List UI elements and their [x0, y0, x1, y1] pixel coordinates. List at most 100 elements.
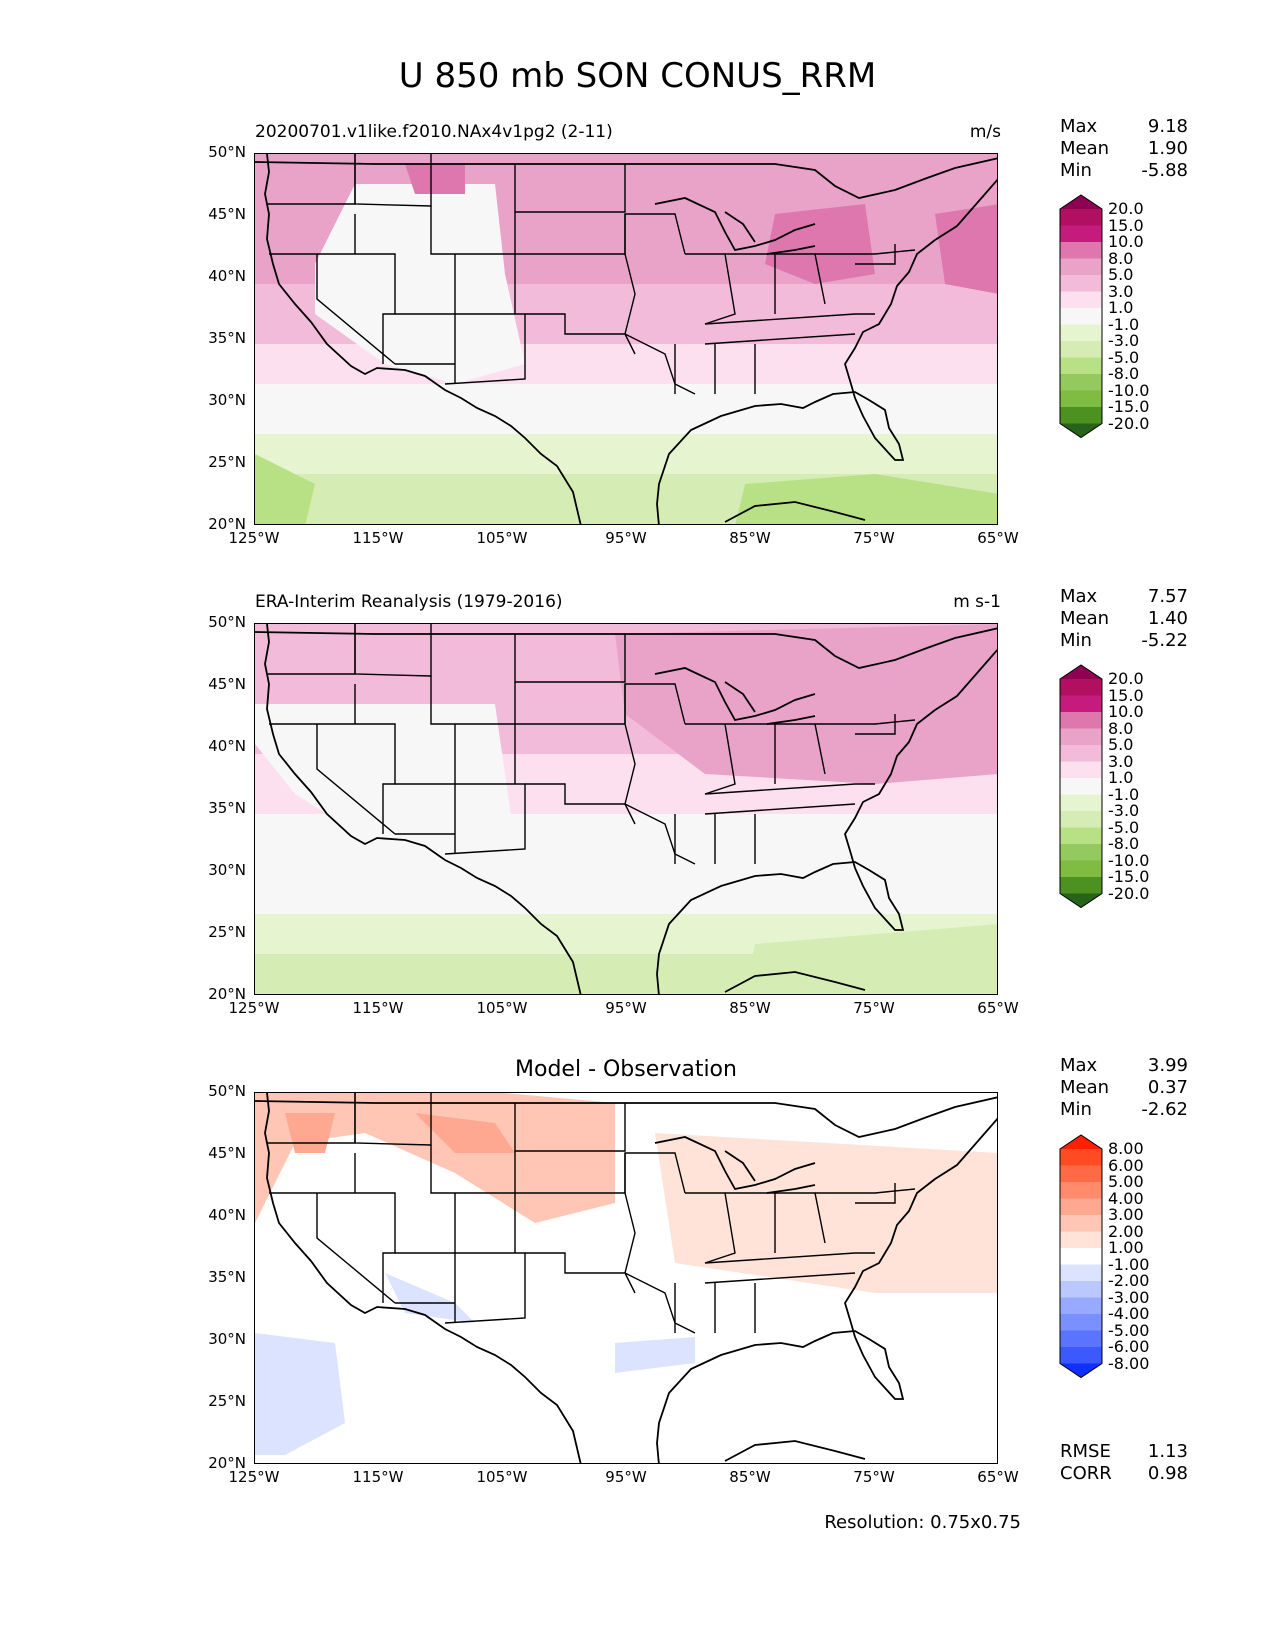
colorbar-segment	[1060, 728, 1102, 746]
coastline	[654, 197, 816, 255]
colorbar-segment	[1060, 695, 1102, 713]
colorbar-segment	[1060, 209, 1102, 226]
colorbar-segment	[1060, 1314, 1102, 1331]
contour-region	[745, 924, 997, 994]
state-border	[704, 313, 875, 325]
contour-band	[255, 384, 997, 434]
colorbar-extend-top	[1060, 665, 1102, 679]
colorbar-tick-label: 10.0	[1108, 232, 1144, 251]
lat-tick-label: 35°N	[208, 799, 246, 817]
colorbar-segment	[1060, 745, 1102, 762]
cuba-coastline	[724, 501, 866, 523]
contour-band	[255, 434, 997, 474]
figure-title: U 850 mb SON CONUS_RRM	[398, 56, 877, 96]
colorbar-tick-label: 15.0	[1108, 215, 1144, 235]
state-border	[685, 723, 736, 795]
colorbar-segment	[1060, 1281, 1102, 1298]
colorbar-tick-label: 3.0	[1108, 751, 1134, 771]
lat-tick-label: 45°N	[208, 1144, 246, 1162]
lat-tick-label: 30°N	[208, 391, 246, 409]
map-boundaries	[255, 154, 997, 524]
colorbar-segment	[1060, 827, 1102, 845]
lon-tick-label: 65°W	[977, 529, 1019, 547]
colorbar-tick-label: -5.0	[1108, 817, 1140, 837]
lat-tick-label: 30°N	[208, 1330, 246, 1348]
coastline	[844, 1117, 997, 1338]
panel1-stats: Max 9.18 Mean 1.90 Min -5.88	[1060, 116, 1188, 181]
coastline	[264, 624, 582, 994]
map-canvas	[255, 154, 997, 524]
state-border	[855, 244, 896, 265]
state-border	[514, 164, 626, 213]
contour-region	[255, 1333, 345, 1455]
coastline	[844, 648, 997, 869]
colorbar-outline	[1059, 1134, 1103, 1379]
panel1-units: m/s	[969, 122, 1001, 142]
lat-tick-label: 45°N	[208, 675, 246, 693]
coastline	[654, 667, 816, 725]
state-border	[704, 1252, 875, 1264]
lat-tick-label: 25°N	[208, 453, 246, 471]
contour-region	[615, 624, 997, 784]
lon-tick-label: 105°W	[476, 999, 528, 1017]
panel1-left-title: 20200701.v1like.f2010.NAx4v1pg2 (2-11)	[255, 122, 613, 142]
colorbar-tick-label: 3.00	[1108, 1205, 1144, 1224]
colorbar-segment	[1060, 860, 1102, 878]
state-border	[815, 719, 916, 725]
resolution-label: Resolution: 0.75x0.75	[824, 1512, 1021, 1533]
state-border	[514, 1103, 626, 1152]
lat-tick-label: 35°N	[208, 1268, 246, 1286]
colorbar-tick-label: 20.0	[1108, 669, 1144, 688]
colorbar-segment	[1060, 308, 1102, 325]
colorbar-tick-label: 5.0	[1108, 735, 1134, 754]
panel2-stats: Max 7.57 Mean 1.40 Min -5.22	[1060, 586, 1188, 651]
state-border	[444, 783, 526, 855]
colorbar-segment	[1060, 258, 1102, 276]
contour-region	[765, 204, 875, 284]
contour-region	[255, 1093, 615, 1223]
lon-tick-label: 95°W	[605, 1468, 647, 1486]
colorbar-svg	[1059, 194, 1103, 439]
state-border	[624, 253, 636, 355]
colorbar-segment	[1060, 341, 1102, 358]
lon-tick-label: 125°W	[228, 529, 280, 547]
panel3-title: Model - Observation	[515, 1057, 737, 1082]
colorbar-segment	[1060, 390, 1102, 408]
coastline	[255, 627, 997, 669]
coastline	[264, 154, 582, 524]
colorbar-tick-label: 15.0	[1108, 685, 1144, 705]
lon-tick-label: 65°W	[977, 1468, 1019, 1486]
colorbar-tick-label: -20.0	[1108, 413, 1150, 433]
colorbar-tick-label: 8.0	[1108, 718, 1134, 738]
lat-tick-label: 40°N	[208, 737, 246, 755]
state-border	[815, 1188, 916, 1194]
contour-region	[405, 164, 465, 194]
lat-tick-label: 20°N	[208, 985, 246, 1003]
colorbar-tick-label: -1.0	[1108, 784, 1140, 804]
colorbar-tick-label: -1.00	[1108, 1254, 1150, 1274]
colorbar-segment	[1060, 407, 1102, 424]
lat-tick-label: 20°N	[208, 515, 246, 533]
lat-tick-label: 35°N	[208, 329, 246, 347]
colorbar-tick-label: -20.0	[1108, 883, 1150, 903]
lon-tick-label: 85°W	[729, 999, 771, 1017]
colorbar-extend-top	[1060, 1135, 1102, 1149]
colorbar-tick-label: -15.0	[1108, 867, 1150, 886]
colorbar-tick-label: 3.0	[1108, 281, 1134, 301]
colorbar-tick-label: -15.0	[1108, 397, 1150, 416]
state-border	[704, 1272, 856, 1284]
panel2-left-title: ERA-Interim Reanalysis (1979-2016)	[255, 592, 563, 612]
coastline	[844, 178, 997, 399]
lon-tick-label: 95°W	[605, 999, 647, 1017]
colorbar-segment	[1060, 1330, 1102, 1348]
contour-region	[615, 1337, 695, 1373]
state-border	[624, 1152, 686, 1194]
colorbar-segment	[1060, 1165, 1102, 1183]
colorbar-svg	[1059, 664, 1103, 909]
colorbar-segment	[1060, 324, 1102, 342]
panel1-map	[254, 153, 998, 525]
panel3-colorbar: 8.00 6.00 5.00 4.00 3.00 2.00 1.00 -1.00 -2.00 -3…	[1058, 1133, 1149, 1384]
colorbar-svg	[1059, 1134, 1103, 1379]
lon-tick-label: 85°W	[729, 1468, 771, 1486]
state-border	[430, 676, 515, 725]
